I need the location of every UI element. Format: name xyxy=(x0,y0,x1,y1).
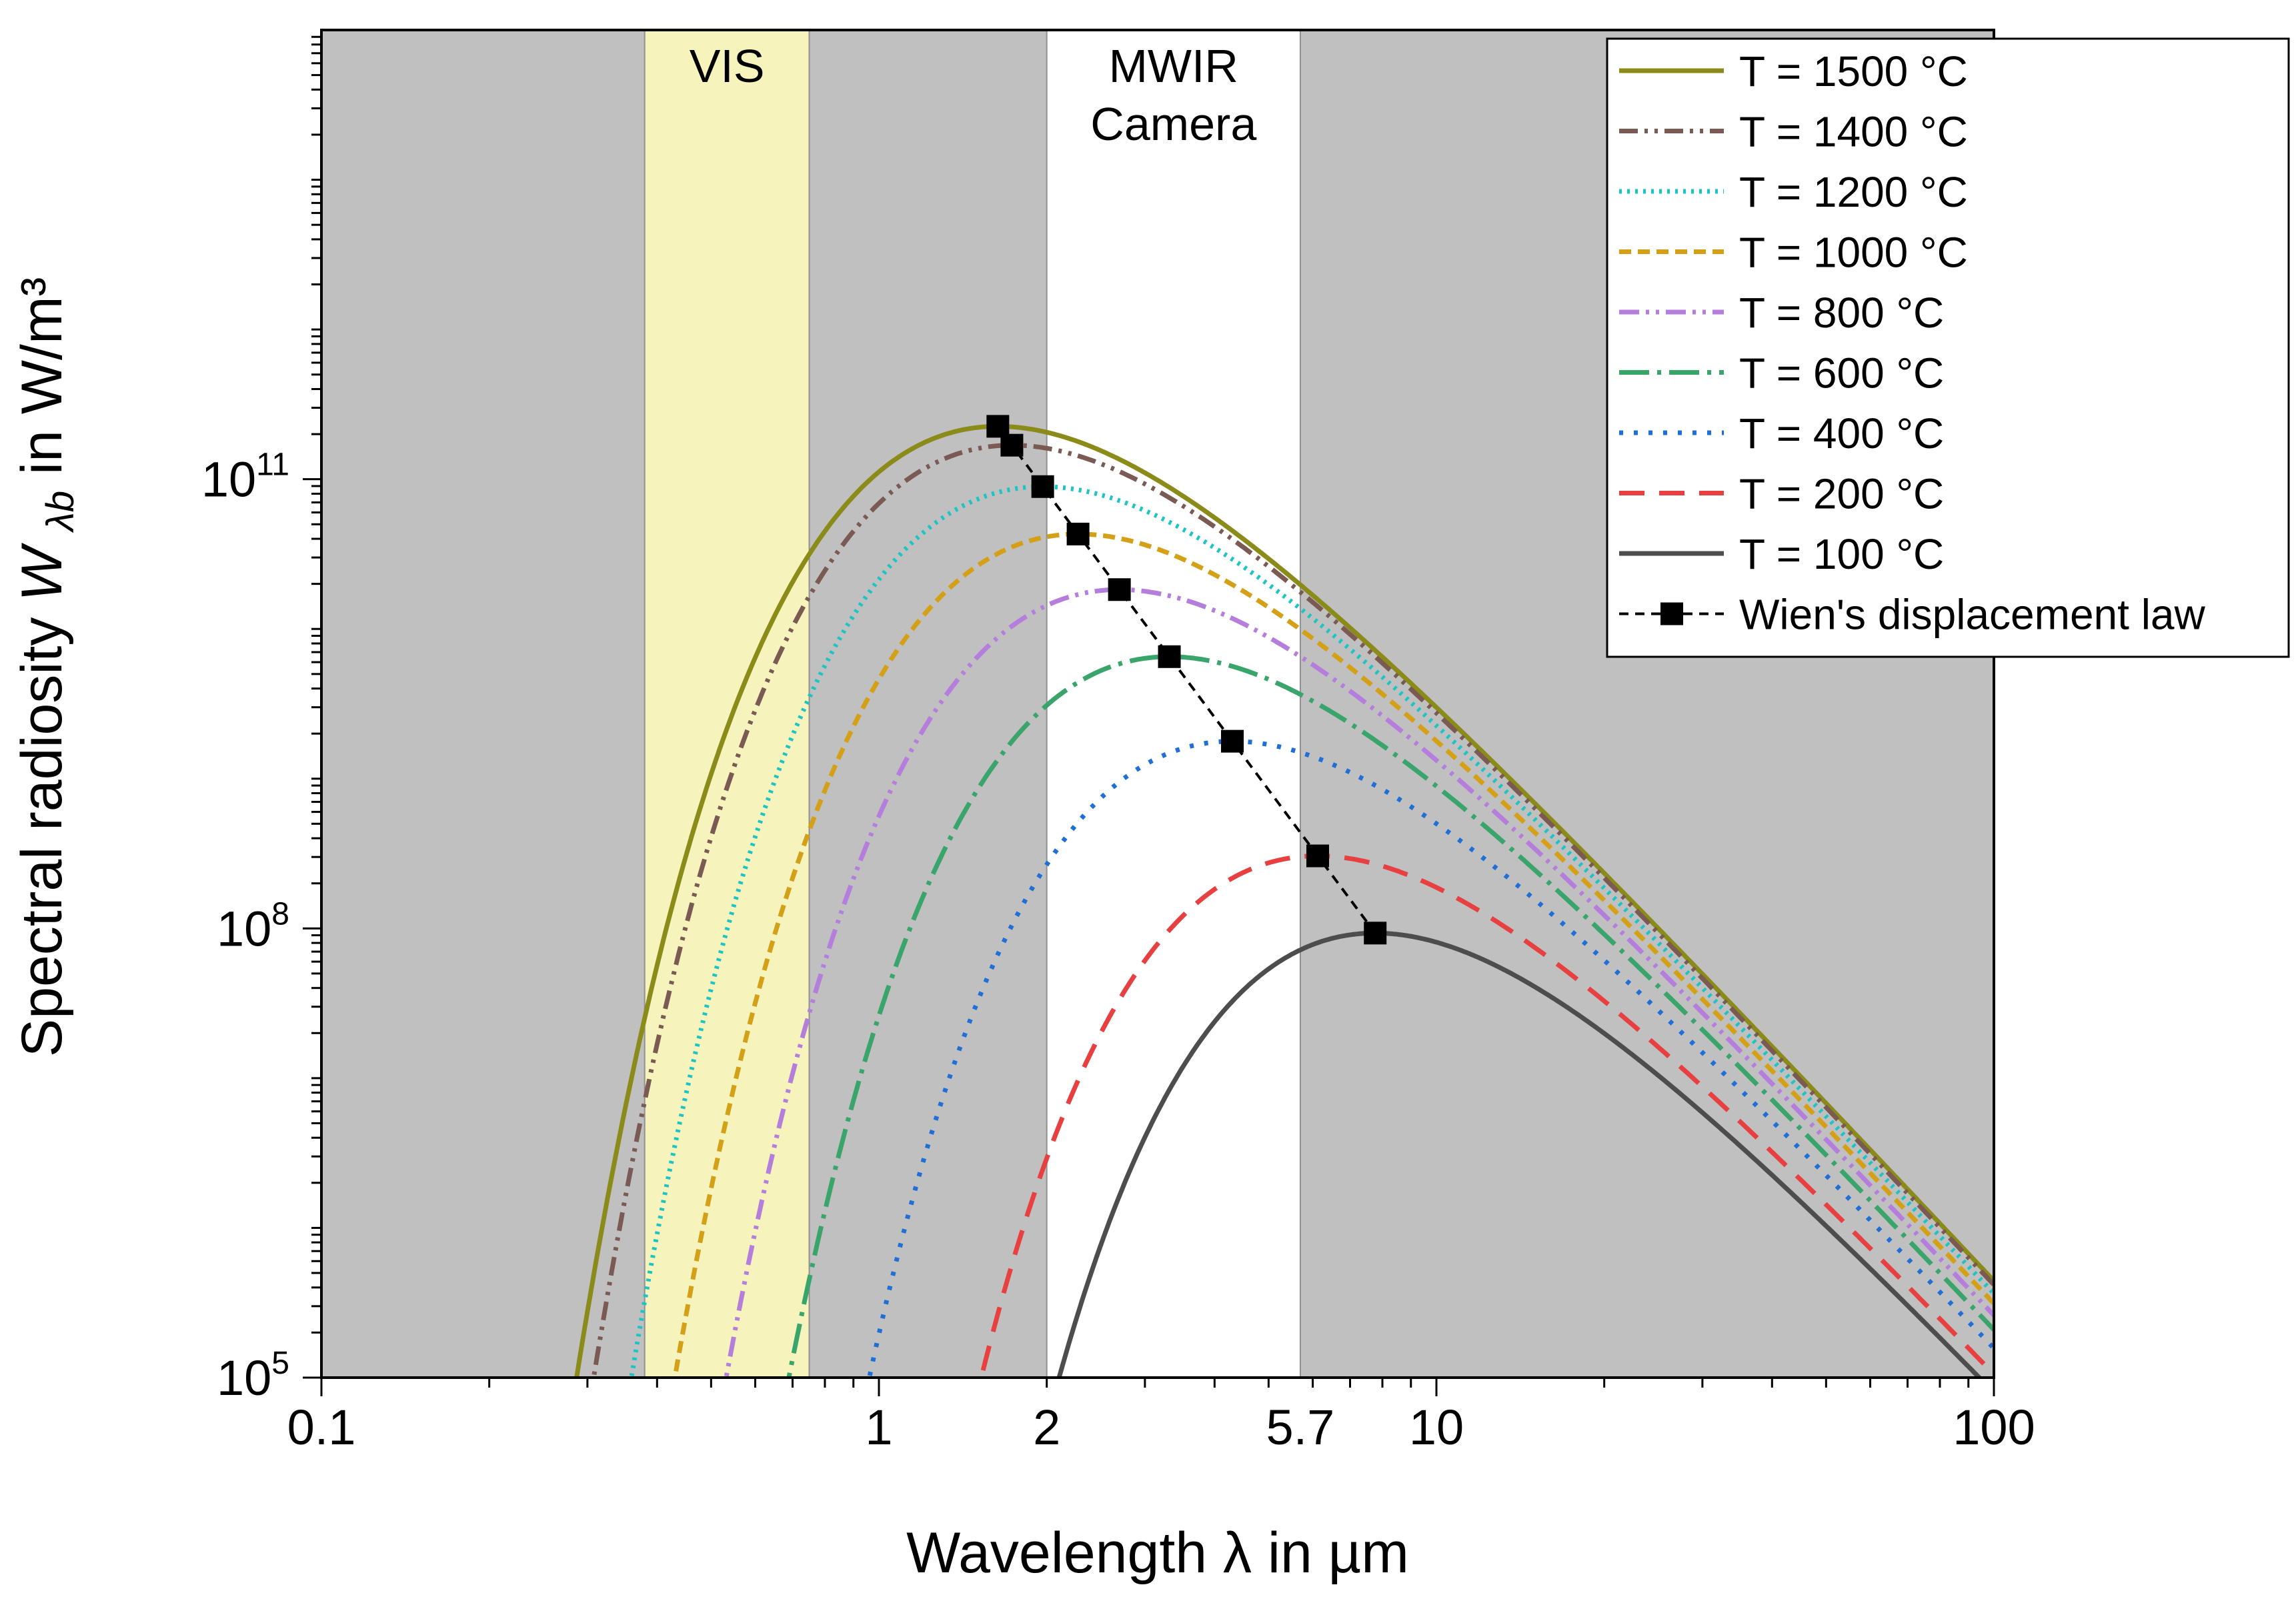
curve-T1200 xyxy=(629,484,1994,1378)
x-tick-label: 5.7 xyxy=(1266,1400,1334,1455)
curve-T1500 xyxy=(574,423,1994,1378)
legend-label: T = 1400 °C xyxy=(1739,108,1968,156)
wien-marker xyxy=(1306,844,1329,868)
x-tick-label: 2 xyxy=(1033,1400,1060,1455)
curve-T400 xyxy=(867,739,1994,1378)
legend-label: T = 1200 °C xyxy=(1739,168,1968,216)
curve-layer xyxy=(574,423,1994,1378)
band-label-line2: Camera xyxy=(1090,98,1256,150)
curve-T1000 xyxy=(672,531,1994,1378)
y-tick-label: 1011 xyxy=(201,447,289,507)
band-label: MWIR xyxy=(1109,40,1238,92)
curve-T100 xyxy=(1056,930,1983,1378)
x-axis-title: Wavelength λ in µm xyxy=(906,1521,1409,1585)
wien-marker xyxy=(1220,729,1244,753)
wien-marker xyxy=(1031,475,1054,498)
curve-T1400 xyxy=(591,443,1994,1378)
y-axis-title-subscript: λb xyxy=(39,491,82,533)
legend-wien-marker xyxy=(1660,602,1683,625)
y-axis-title: Spectral radiosity W λb in W/m³ xyxy=(10,277,86,1057)
band-layer: VIS MWIR Camera xyxy=(644,30,1301,1378)
curve-T800 xyxy=(724,587,1994,1378)
x-tick-label: 1 xyxy=(865,1400,892,1455)
wien-marker xyxy=(1108,578,1131,601)
y-tick-label: 105 xyxy=(217,1346,289,1406)
curve-T600 xyxy=(786,654,1994,1378)
legend-label: T = 200 °C xyxy=(1739,470,1944,518)
x-tick-label: 0.1 xyxy=(287,1400,356,1455)
x-tick-label: 10 xyxy=(1409,1400,1464,1455)
legend-label: T = 100 °C xyxy=(1739,530,1944,578)
legend-label: T = 600 °C xyxy=(1739,349,1944,397)
band-vis xyxy=(644,30,810,1378)
axes-layer: 0.1 1 2 5.7 10 100 105 108 1011 xyxy=(201,29,2035,1455)
wien-marker xyxy=(1364,922,1387,945)
legend-label: T = 400 °C xyxy=(1739,409,1944,457)
band-mwir xyxy=(1046,30,1300,1378)
legend-label: T = 800 °C xyxy=(1739,289,1944,337)
y-axis-title-prefix: Spectral radiosity xyxy=(10,601,74,1058)
wien-line xyxy=(996,425,1376,934)
legend: T = 1500 °C T = 1400 °C T = 1200 °C T = 100… xyxy=(1606,37,2290,658)
y-axis-title-suffix: in W/m³ xyxy=(10,277,74,475)
y-tick-label: 108 xyxy=(217,896,289,956)
wien-marker xyxy=(1158,645,1181,668)
wien-layer xyxy=(986,415,1387,945)
wien-marker xyxy=(1000,433,1024,457)
legend-label: T = 1500 °C xyxy=(1739,47,1968,95)
legend-label: T = 1000 °C xyxy=(1739,229,1968,277)
legend-label: Wien's displacement law xyxy=(1739,591,2206,639)
x-tick-label: 100 xyxy=(1953,1400,2035,1455)
y-axis-title-symbol: W xyxy=(10,543,74,601)
band-label: VIS xyxy=(690,40,765,92)
label-layer: Wavelength λ in µm Spectral radiosity W … xyxy=(10,277,1409,1585)
plot-frame xyxy=(320,29,1995,1379)
wien-marker xyxy=(1066,522,1090,545)
